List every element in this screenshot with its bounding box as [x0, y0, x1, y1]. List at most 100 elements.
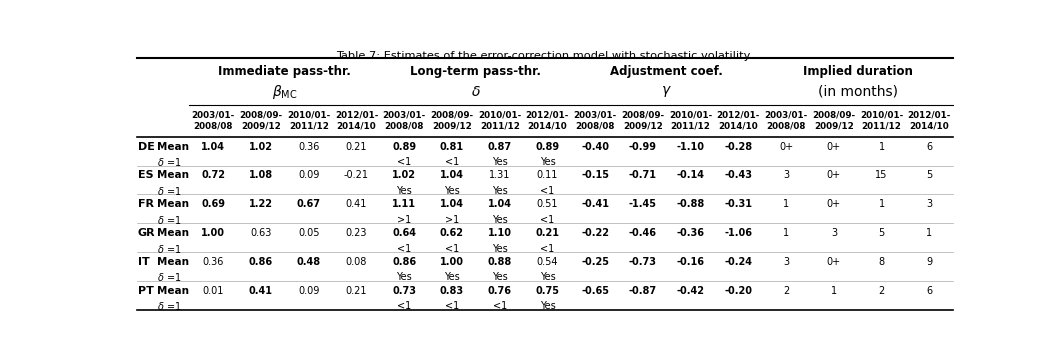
Text: Yes: Yes	[540, 157, 555, 167]
Text: DE: DE	[138, 142, 155, 152]
Text: 1.04: 1.04	[440, 199, 464, 209]
Text: 3: 3	[783, 170, 789, 180]
Text: -0.88: -0.88	[677, 199, 705, 209]
Text: -1.06: -1.06	[725, 228, 752, 238]
Text: -0.28: -0.28	[725, 142, 752, 152]
Text: (in months): (in months)	[818, 85, 898, 99]
Text: -0.14: -0.14	[677, 170, 705, 180]
Text: 2008/09-
2009/12: 2008/09- 2009/12	[622, 111, 664, 130]
Text: 0.76: 0.76	[488, 285, 511, 296]
Text: ES: ES	[138, 170, 153, 180]
Text: 0.81: 0.81	[440, 142, 464, 152]
Text: 0.09: 0.09	[298, 170, 319, 180]
Text: -0.24: -0.24	[725, 257, 752, 267]
Text: Yes: Yes	[492, 244, 507, 253]
Text: -1.10: -1.10	[677, 142, 705, 152]
Text: -0.73: -0.73	[629, 257, 657, 267]
Text: Mean: Mean	[157, 257, 189, 267]
Text: -0.41: -0.41	[581, 199, 609, 209]
Text: 8: 8	[879, 257, 885, 267]
Text: 3: 3	[831, 228, 837, 238]
Text: 0.23: 0.23	[346, 228, 367, 238]
Text: -0.99: -0.99	[629, 142, 657, 152]
Text: -0.16: -0.16	[677, 257, 705, 267]
Text: <1: <1	[445, 301, 459, 311]
Text: <1: <1	[492, 301, 507, 311]
Text: 0.75: 0.75	[536, 285, 559, 296]
Text: 1: 1	[879, 199, 885, 209]
Text: 15: 15	[875, 170, 888, 180]
Text: 1.11: 1.11	[393, 199, 416, 209]
Text: 2010/01-
2011/12: 2010/01- 2011/12	[288, 111, 330, 130]
Text: 1: 1	[831, 285, 837, 296]
Text: <1: <1	[540, 186, 555, 196]
Text: $\delta$ =1: $\delta$ =1	[157, 185, 181, 197]
Text: -0.46: -0.46	[629, 228, 657, 238]
Text: 0.01: 0.01	[203, 285, 224, 296]
Text: 3: 3	[926, 199, 933, 209]
Text: 0.63: 0.63	[250, 228, 272, 238]
Text: 1.08: 1.08	[249, 170, 273, 180]
Text: GR: GR	[138, 228, 155, 238]
Text: 0.69: 0.69	[202, 199, 225, 209]
Text: 0.88: 0.88	[488, 257, 511, 267]
Text: Yes: Yes	[540, 301, 555, 311]
Text: 1.04: 1.04	[202, 142, 225, 152]
Text: 6: 6	[926, 142, 933, 152]
Text: 0.54: 0.54	[537, 257, 558, 267]
Text: -0.20: -0.20	[725, 285, 752, 296]
Text: Mean: Mean	[157, 199, 189, 209]
Text: 0.67: 0.67	[297, 199, 320, 209]
Text: $\beta_{\mathrm{MC}}$: $\beta_{\mathrm{MC}}$	[272, 83, 297, 101]
Text: Immediate pass-thr.: Immediate pass-thr.	[219, 65, 351, 78]
Text: IT: IT	[138, 257, 150, 267]
Text: 0+: 0+	[779, 142, 794, 152]
Text: 0+: 0+	[827, 199, 841, 209]
Text: 0.21: 0.21	[536, 228, 559, 238]
Text: $\delta$: $\delta$	[471, 85, 481, 99]
Text: -0.25: -0.25	[581, 257, 609, 267]
Text: 0+: 0+	[827, 142, 841, 152]
Text: 0.86: 0.86	[393, 257, 416, 267]
Text: 0+: 0+	[827, 170, 841, 180]
Text: -1.45: -1.45	[629, 199, 657, 209]
Text: $\delta$ =1: $\delta$ =1	[157, 214, 181, 226]
Text: Implied duration: Implied duration	[803, 65, 912, 78]
Text: 0.62: 0.62	[440, 228, 464, 238]
Text: 3: 3	[783, 257, 789, 267]
Text: 0.89: 0.89	[393, 142, 416, 152]
Text: -0.71: -0.71	[629, 170, 657, 180]
Text: -0.36: -0.36	[677, 228, 705, 238]
Text: <1: <1	[540, 215, 555, 225]
Text: PT: PT	[138, 285, 154, 296]
Text: $\delta$ =1: $\delta$ =1	[157, 300, 181, 312]
Text: 2008/09-
2009/12: 2008/09- 2009/12	[240, 111, 282, 130]
Text: Long-term pass-thr.: Long-term pass-thr.	[411, 65, 541, 78]
Text: 2012/01-
2014/10: 2012/01- 2014/10	[908, 111, 951, 130]
Text: Yes: Yes	[492, 215, 507, 225]
Text: 1.04: 1.04	[488, 199, 511, 209]
Text: Yes: Yes	[397, 186, 412, 196]
Text: <1: <1	[397, 157, 412, 167]
Text: 2012/01-
2014/10: 2012/01- 2014/10	[526, 111, 569, 130]
Text: <1: <1	[445, 157, 459, 167]
Text: $\delta$ =1: $\delta$ =1	[157, 156, 181, 168]
Text: 0.08: 0.08	[346, 257, 367, 267]
Text: -0.65: -0.65	[581, 285, 609, 296]
Text: 0.36: 0.36	[298, 142, 319, 152]
Text: -0.40: -0.40	[581, 142, 609, 152]
Text: 2003/01-
2008/08: 2003/01- 2008/08	[574, 111, 616, 130]
Text: $\delta$ =1: $\delta$ =1	[157, 272, 181, 283]
Text: <1: <1	[540, 244, 555, 253]
Text: 0.64: 0.64	[393, 228, 416, 238]
Text: 1: 1	[926, 228, 933, 238]
Text: 1: 1	[783, 199, 789, 209]
Text: 1: 1	[783, 228, 789, 238]
Text: 0.09: 0.09	[298, 285, 319, 296]
Text: Adjustment coef.: Adjustment coef.	[610, 65, 724, 78]
Text: 2008/09-
2009/12: 2008/09- 2009/12	[431, 111, 473, 130]
Text: 2008/09-
2009/12: 2008/09- 2009/12	[813, 111, 855, 130]
Text: >1: >1	[397, 215, 412, 225]
Text: 2012/01-
2014/10: 2012/01- 2014/10	[717, 111, 760, 130]
Text: Yes: Yes	[540, 272, 555, 282]
